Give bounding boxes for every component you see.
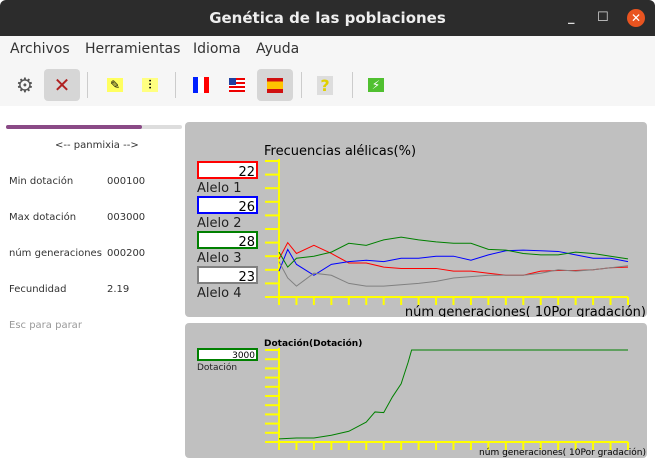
allele-frequency-svg: Frecuencias alélicas(%) núm generaciones(…: [197, 144, 646, 317]
settings-button[interactable]: ⚙: [7, 69, 43, 101]
title-bar: Genética de las poblaciones _ ☐ ✕: [0, 0, 655, 36]
chart-title: Frecuencias alélicas(%): [264, 144, 416, 159]
legend-label: Alelo 2: [197, 216, 241, 231]
legend-label: Dotación: [197, 362, 237, 373]
legend-value: 28: [238, 235, 255, 250]
document-button[interactable]: ✎: [97, 69, 133, 101]
toolbar-separator: [301, 72, 302, 98]
population-size-chart: Dotación(Dotación) núm generaciones( 10Po…: [185, 323, 647, 458]
legend-value-box: [197, 161, 258, 179]
parameters-button[interactable]: ⫶: [132, 69, 168, 101]
window-title: Genética de las poblaciones: [209, 9, 446, 27]
progress-fill: [6, 125, 142, 129]
language-spanish-button[interactable]: [257, 69, 293, 101]
scroll-icon: ✎: [107, 78, 123, 92]
menu-idioma[interactable]: Idioma: [193, 41, 241, 57]
language-french-button[interactable]: [183, 69, 219, 101]
flag-france-icon: [193, 77, 209, 93]
close-button[interactable]: ✕: [627, 9, 645, 27]
max-dotacion-value: 003000: [107, 212, 146, 223]
run-icon: ⚡: [368, 78, 384, 92]
progress-bar: [6, 125, 182, 129]
fecundidad-value: 2.19: [107, 284, 130, 295]
series-line-1: [278, 349, 628, 440]
stop-button[interactable]: ✕: [44, 69, 80, 101]
menu-bar: Archivos Herramientas Idioma Ayuda: [0, 36, 655, 62]
legend-label: Alelo 4: [197, 286, 241, 301]
mode-label: <-- panmixia -->: [55, 140, 139, 151]
legend-value: 23: [238, 270, 255, 285]
x-axis-label: núm generaciones( 10Por gradación): [479, 447, 646, 458]
legend-value-box: [197, 196, 258, 214]
series-line-3: [278, 236, 629, 268]
legend-label: Alelo 3: [197, 251, 241, 266]
population-size-svg: Dotación(Dotación) núm generaciones( 10Po…: [197, 338, 646, 458]
chart-title: Dotación(Dotación): [264, 338, 362, 349]
legend-value: 26: [238, 200, 255, 215]
fecundidad-label: Fecundidad: [9, 284, 67, 295]
parameters-panel: <-- panmixia --> Min dotación 000100 Max…: [0, 106, 183, 464]
x-axis-label: núm generaciones( 10Por gradación): [405, 305, 646, 317]
help-icon: ?: [317, 75, 333, 95]
menu-herramientas[interactable]: Herramientas: [85, 41, 181, 57]
legend-value-box: [197, 266, 258, 284]
flag-spain-icon: [267, 77, 283, 93]
series-line-4: [278, 261, 629, 287]
run-button[interactable]: ⚡: [358, 69, 394, 101]
series-line-1: [278, 241, 629, 276]
toolbar-separator: [352, 72, 353, 98]
stop-cross-icon: ✕: [53, 73, 71, 97]
toolbar-separator: [87, 72, 88, 98]
toolbar: ⚙ ✕ ✎ ⫶ ? ⚡: [0, 62, 655, 106]
flag-usa-icon: [229, 78, 245, 92]
toolbar-separator: [175, 72, 176, 98]
legend-value-box: [197, 231, 258, 249]
max-dotacion-label: Max dotación: [9, 212, 77, 223]
legend-value: 3000: [232, 351, 255, 361]
menu-archivos[interactable]: Archivos: [10, 41, 70, 57]
minimize-button[interactable]: _: [568, 10, 575, 25]
maximize-button[interactable]: ☐: [597, 10, 609, 25]
legend-label: Alelo 1: [197, 181, 241, 196]
min-dotacion-label: Min dotación: [9, 176, 74, 187]
allele-frequency-chart: Frecuencias alélicas(%) núm generaciones(…: [185, 122, 647, 317]
legend-value-box: [197, 348, 258, 361]
help-button[interactable]: ?: [307, 69, 343, 101]
gear-icon: ⚙: [16, 73, 34, 97]
sliders-icon: ⫶: [142, 78, 158, 92]
num-generaciones-value: 000200: [107, 248, 146, 259]
stop-hint: Esc para parar: [9, 320, 82, 331]
num-generaciones-label: núm generaciones: [9, 248, 102, 259]
legend-value: 22: [238, 165, 255, 180]
menu-ayuda[interactable]: Ayuda: [256, 41, 300, 57]
language-english-button[interactable]: [219, 69, 255, 101]
min-dotacion-value: 000100: [107, 176, 146, 187]
